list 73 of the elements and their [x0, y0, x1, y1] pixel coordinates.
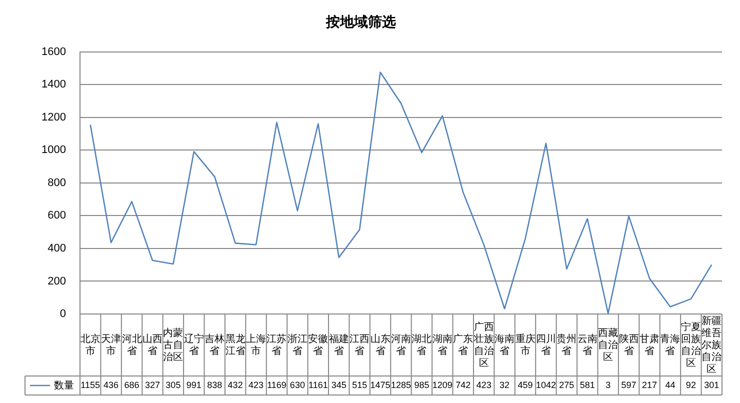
data-label: 3	[606, 380, 611, 390]
data-label: 838	[207, 380, 222, 390]
data-label: 515	[352, 380, 368, 390]
data-label: 1285	[390, 380, 412, 390]
x-tick-label: 福建省	[328, 332, 349, 357]
y-tick-label: 600	[48, 210, 66, 222]
data-label: 630	[290, 380, 305, 390]
y-tick-label: 400	[48, 242, 66, 254]
x-tick-label: 新疆维吾尔族自治区	[702, 314, 722, 375]
x-tick-label: 安徽省	[308, 332, 328, 357]
data-label: 581	[580, 380, 595, 390]
data-label: 1042	[536, 380, 556, 390]
data-label: 92	[686, 380, 696, 390]
data-label: 1209	[432, 380, 452, 390]
y-tick-label: 0	[60, 308, 66, 320]
x-tick-label: 吉林省	[204, 332, 225, 357]
x-tick-label: 宁夏回族自治区	[680, 320, 701, 369]
y-tick-label: 1400	[42, 78, 66, 91]
x-tick-label: 四川省	[536, 332, 556, 357]
x-tick-label: 贵州省	[556, 332, 577, 357]
x-tick-label: 广东省	[453, 332, 474, 357]
data-label: 432	[228, 380, 243, 390]
x-tick-label: 内蒙古自治区	[163, 326, 184, 363]
x-tick-label: 重庆市	[515, 332, 536, 357]
x-tick-label: 辽宁省	[184, 332, 204, 357]
data-label: 345	[331, 380, 346, 390]
data-label: 436	[104, 380, 119, 390]
data-label: 423	[476, 380, 492, 390]
x-tick-label: 江西省	[350, 332, 370, 357]
x-tick-label: 山西省	[142, 332, 162, 357]
data-label: 985	[414, 380, 430, 390]
data-label: 1155	[80, 380, 100, 390]
x-tick-label: 广西壮族自治区	[472, 320, 494, 369]
x-tick-label: 上海市	[246, 332, 266, 357]
x-tick-label: 河南省	[391, 332, 411, 357]
x-tick-label: 云南省	[577, 332, 598, 357]
y-tick-label: 1000	[42, 144, 66, 156]
data-label: 217	[642, 380, 658, 390]
data-label: 597	[621, 380, 636, 390]
data-label: 459	[518, 380, 533, 390]
legend-label: 数量	[54, 380, 74, 392]
y-tick-label: 1600	[42, 46, 66, 58]
data-label: 32	[500, 380, 510, 390]
chart-title: 按地域筛选	[325, 13, 396, 30]
x-tick-label: 黑龙江省	[225, 332, 246, 357]
x-tick-label: 甘肃省	[640, 332, 660, 357]
x-tick-label: 山东省	[370, 332, 390, 357]
x-tick-label: 河北省	[122, 332, 142, 357]
data-label: 305	[166, 380, 181, 390]
x-tick-label: 湖北省	[412, 332, 432, 357]
x-tick-label: 湖南省	[432, 332, 452, 357]
y-tick-label: 800	[48, 176, 66, 189]
y-tick-label: 1200	[42, 111, 66, 124]
x-tick-label: 北京市	[80, 332, 100, 357]
x-tick-label: 青海省	[660, 332, 680, 357]
x-tick-label: 海南省	[494, 332, 515, 357]
data-label: 991	[186, 380, 202, 390]
x-tick-label: 天津市	[101, 332, 122, 357]
data-label: 301	[704, 380, 720, 390]
data-label: 1169	[267, 380, 286, 390]
data-label: 423	[248, 380, 264, 390]
data-label: 44	[665, 380, 676, 390]
data-label: 275	[559, 380, 574, 390]
data-label: 1475	[370, 380, 390, 390]
x-tick-label: 江苏省	[266, 332, 287, 357]
data-label: 1161	[308, 380, 328, 390]
x-tick-label: 浙江省	[287, 332, 308, 357]
data-label: 742	[456, 380, 471, 390]
data-label: 327	[144, 380, 160, 390]
x-tick-label: 西藏自治区	[598, 326, 618, 363]
y-tick-label: 200	[48, 275, 66, 288]
data-label: 686	[124, 380, 140, 390]
x-tick-label: 陕西省	[618, 332, 639, 357]
